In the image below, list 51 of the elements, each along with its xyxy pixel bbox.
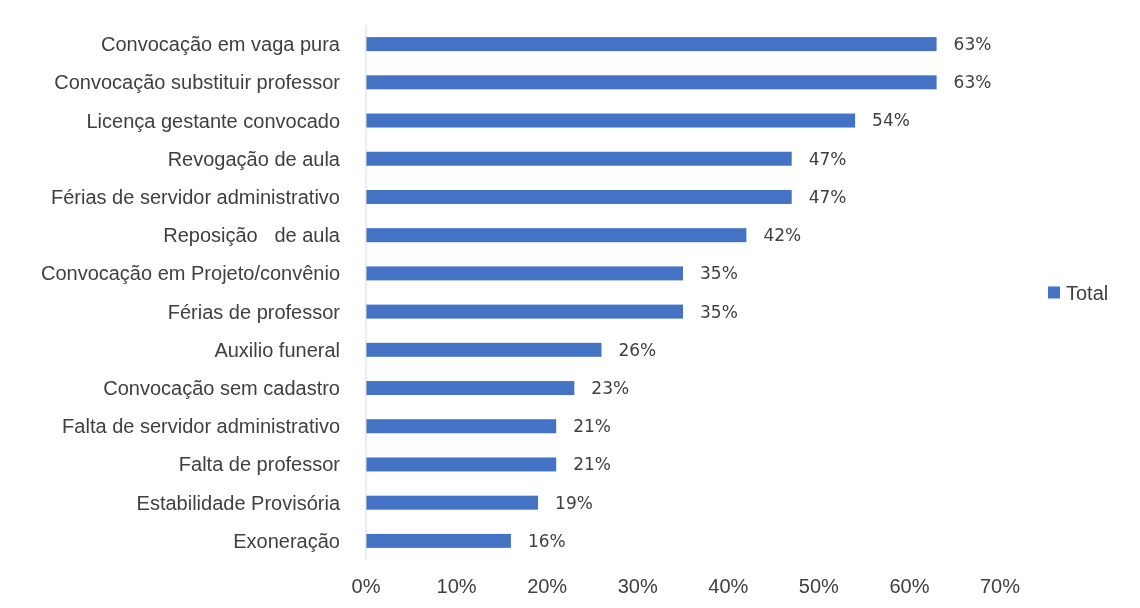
y-tick-label: Convocação sem cadastro <box>103 377 340 400</box>
data-label: 47% <box>808 186 847 207</box>
y-tick-label: Férias de professor <box>167 300 341 323</box>
data-label: 21% <box>573 454 611 475</box>
y-tick-label: Convocação substituir professor <box>54 71 341 94</box>
data-label: 54% <box>872 110 910 131</box>
data-label: 26% <box>618 339 657 360</box>
bar <box>366 266 683 281</box>
y-tick-label: Auxilio funeral <box>214 338 340 361</box>
x-tick-label: 40% <box>708 575 749 597</box>
bar <box>366 533 511 548</box>
y-tick-label: Estabilidade Provisória <box>136 491 341 514</box>
bar <box>366 495 539 510</box>
data-label: 19% <box>555 492 593 513</box>
bar <box>366 419 557 434</box>
y-tick-label: Reposição de aula <box>163 224 341 247</box>
data-label: 35% <box>700 301 738 322</box>
bar <box>366 381 575 396</box>
y-tick-label: Falta de professor <box>178 453 341 476</box>
x-tick-label: 30% <box>617 575 658 597</box>
data-label: 42% <box>763 225 802 246</box>
bar <box>366 304 683 319</box>
data-label: 16% <box>527 530 566 551</box>
bar <box>366 37 937 52</box>
bar <box>366 189 792 204</box>
y-tick-label: Férias de servidor administrativo <box>51 185 340 208</box>
x-tick-label: 20% <box>527 575 568 597</box>
x-tick-label: 0% <box>351 575 381 597</box>
data-label: 47% <box>808 148 847 169</box>
x-tick-label: 10% <box>436 575 477 597</box>
bar <box>366 457 557 472</box>
data-label: 35% <box>700 263 738 284</box>
bar <box>366 228 747 243</box>
y-tick-label: Exoneração <box>233 529 340 552</box>
y-tick-label: Licença gestante convocado <box>86 109 340 132</box>
bar <box>366 75 937 90</box>
y-tick-label: Falta de servidor administrativo <box>62 415 340 438</box>
x-tick-label: 70% <box>979 575 1021 597</box>
y-tick-label: Convocação em vaga pura <box>100 33 341 56</box>
y-tick-label: Revogação de aula <box>167 147 341 170</box>
bar <box>366 113 856 128</box>
legend-label: Total <box>1066 281 1109 304</box>
x-tick-label: 50% <box>798 575 840 597</box>
data-label: 63% <box>953 72 992 93</box>
x-tick-label: 60% <box>889 575 930 597</box>
data-label: 63% <box>953 34 992 55</box>
bar <box>366 151 792 166</box>
data-label: 21% <box>573 416 611 437</box>
y-tick-label: Convocação em Projeto/convênio <box>40 262 340 285</box>
data-label: 23% <box>591 377 630 398</box>
bar <box>366 342 602 357</box>
